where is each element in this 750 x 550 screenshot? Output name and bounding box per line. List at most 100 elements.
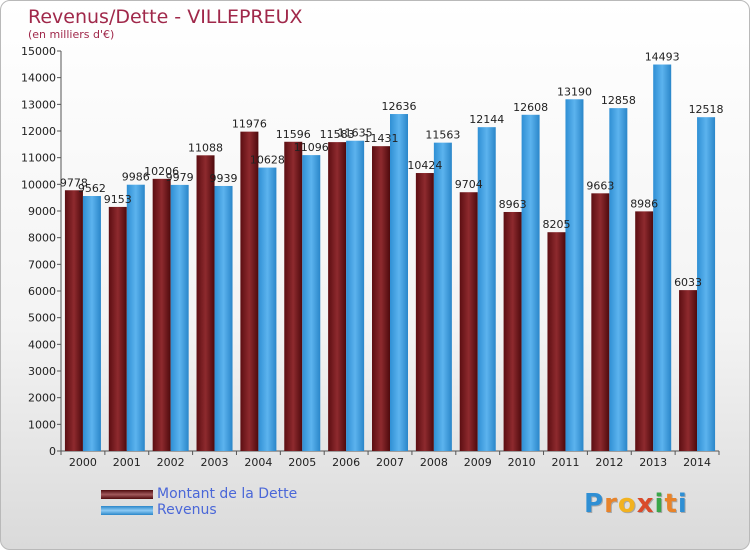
- bars: [64, 64, 716, 452]
- x-tick-label: 2004: [244, 456, 272, 469]
- data-label-revenus: 12608: [513, 101, 548, 114]
- y-tick-label: 10000: [21, 178, 56, 191]
- bar-dette: [240, 131, 259, 451]
- logo-letter: r: [604, 489, 618, 519]
- bar-revenus: [609, 108, 628, 452]
- bar-revenus: [258, 167, 277, 451]
- y-tick-label: 12000: [21, 125, 56, 138]
- bar-revenus: [521, 114, 540, 451]
- logo-letter: t: [664, 489, 678, 519]
- y-tick-label: 13000: [21, 98, 56, 111]
- bar-revenus: [697, 117, 716, 451]
- bar-dette: [415, 173, 434, 451]
- logo-letter: i: [677, 489, 688, 519]
- x-tick-label: 2011: [551, 456, 579, 469]
- data-label-dette: 11596: [276, 128, 311, 141]
- bar-dette: [328, 142, 347, 451]
- data-label-revenus: 9939: [210, 172, 238, 185]
- y-tick-label: 15000: [21, 45, 56, 58]
- bar-revenus: [477, 127, 496, 451]
- data-label-revenus: 11096: [294, 141, 329, 154]
- bar-dette: [108, 206, 127, 451]
- y-tick-label: 7000: [28, 258, 56, 271]
- data-label-dette: 8986: [630, 197, 658, 210]
- y-tick-label: 11000: [21, 152, 56, 165]
- y-tick-label: 1000: [28, 418, 56, 431]
- data-label-dette: 11583: [320, 128, 355, 141]
- data-label-dette: 11431: [364, 132, 399, 145]
- y-tick-label: 3000: [28, 365, 56, 378]
- data-label-dette: 11088: [188, 141, 223, 154]
- legend-swatch-dette: [101, 490, 153, 499]
- data-label-revenus: 9986: [122, 171, 150, 184]
- x-tick-label: 2010: [508, 456, 536, 469]
- x-tick-label: 2002: [157, 456, 185, 469]
- logo-letter: P: [584, 489, 605, 519]
- x-tick-label: 2012: [595, 456, 623, 469]
- data-label-dette: 8963: [499, 198, 527, 211]
- x-tick-label: 2007: [376, 456, 404, 469]
- data-label-dette: 9778: [60, 176, 88, 189]
- bar-revenus: [433, 142, 452, 452]
- data-label-dette: 9153: [104, 193, 132, 206]
- bar-revenus: [82, 196, 101, 451]
- bar-dette: [152, 178, 171, 451]
- logo-letter: x: [636, 489, 655, 519]
- data-label-revenus: 13190: [557, 85, 592, 98]
- bar-dette: [459, 192, 478, 451]
- data-label-revenus: 12636: [382, 100, 417, 113]
- data-label-dette: 9704: [455, 178, 483, 191]
- x-tick-label: 2014: [683, 456, 711, 469]
- proxiti-logo: Proxiti: [584, 489, 688, 519]
- data-label-revenus: 9979: [166, 171, 194, 184]
- x-tick-label: 2008: [420, 456, 448, 469]
- x-tick-label: 2001: [113, 456, 141, 469]
- data-label-revenus: 12518: [689, 103, 724, 116]
- x-tick-label: 2009: [464, 456, 492, 469]
- y-tick-label: 14000: [21, 72, 56, 85]
- bar-dette: [635, 211, 654, 451]
- bar-dette: [679, 290, 698, 451]
- x-tick-label: 2013: [639, 456, 667, 469]
- bar-dette: [372, 146, 390, 451]
- bar-dette: [64, 190, 83, 451]
- data-label-revenus: 10628: [250, 154, 285, 167]
- x-tick-label: 2006: [332, 456, 360, 469]
- data-label-dette: 11976: [232, 118, 267, 131]
- bar-dette: [591, 193, 610, 451]
- bar-revenus: [565, 99, 584, 452]
- y-tick-label: 5000: [28, 312, 56, 325]
- bar-revenus: [170, 184, 189, 452]
- bar-revenus: [214, 185, 233, 451]
- logo-letter: i: [654, 489, 665, 519]
- chart-title: Revenus/Dette - VILLEPREUX: [28, 6, 303, 28]
- data-label-revenus: 11563: [425, 129, 460, 142]
- data-label-dette: 10206: [144, 165, 179, 178]
- x-tick-label: 2003: [201, 456, 229, 469]
- x-tick-label: 2000: [69, 456, 97, 469]
- legend-label-dette: Montant de la Dette: [157, 486, 298, 502]
- y-tick-label: 4000: [28, 338, 56, 351]
- y-tick-label: 8000: [28, 232, 56, 245]
- data-label-dette: 6033: [674, 276, 702, 289]
- logo-letter: o: [617, 489, 637, 519]
- bar-revenus: [653, 64, 672, 451]
- data-label-revenus: 11635: [338, 127, 373, 140]
- data-label-dette: 10424: [407, 159, 442, 172]
- chart-subtitle: (en milliers d'€): [28, 28, 115, 41]
- bar-dette: [284, 141, 303, 452]
- y-tick-label: 9000: [28, 205, 56, 218]
- bar-revenus: [390, 114, 408, 451]
- data-label-dette: 8205: [542, 218, 570, 231]
- y-tick-label: 2000: [28, 392, 56, 405]
- bar-dette: [547, 232, 566, 451]
- data-label-dette: 9663: [586, 179, 614, 192]
- y-tick-label: 6000: [28, 285, 56, 298]
- bar-revenus: [126, 184, 145, 451]
- legend-label-revenus: Revenus: [157, 502, 217, 518]
- bar-revenus: [302, 155, 321, 451]
- data-label-revenus: 12144: [469, 113, 504, 126]
